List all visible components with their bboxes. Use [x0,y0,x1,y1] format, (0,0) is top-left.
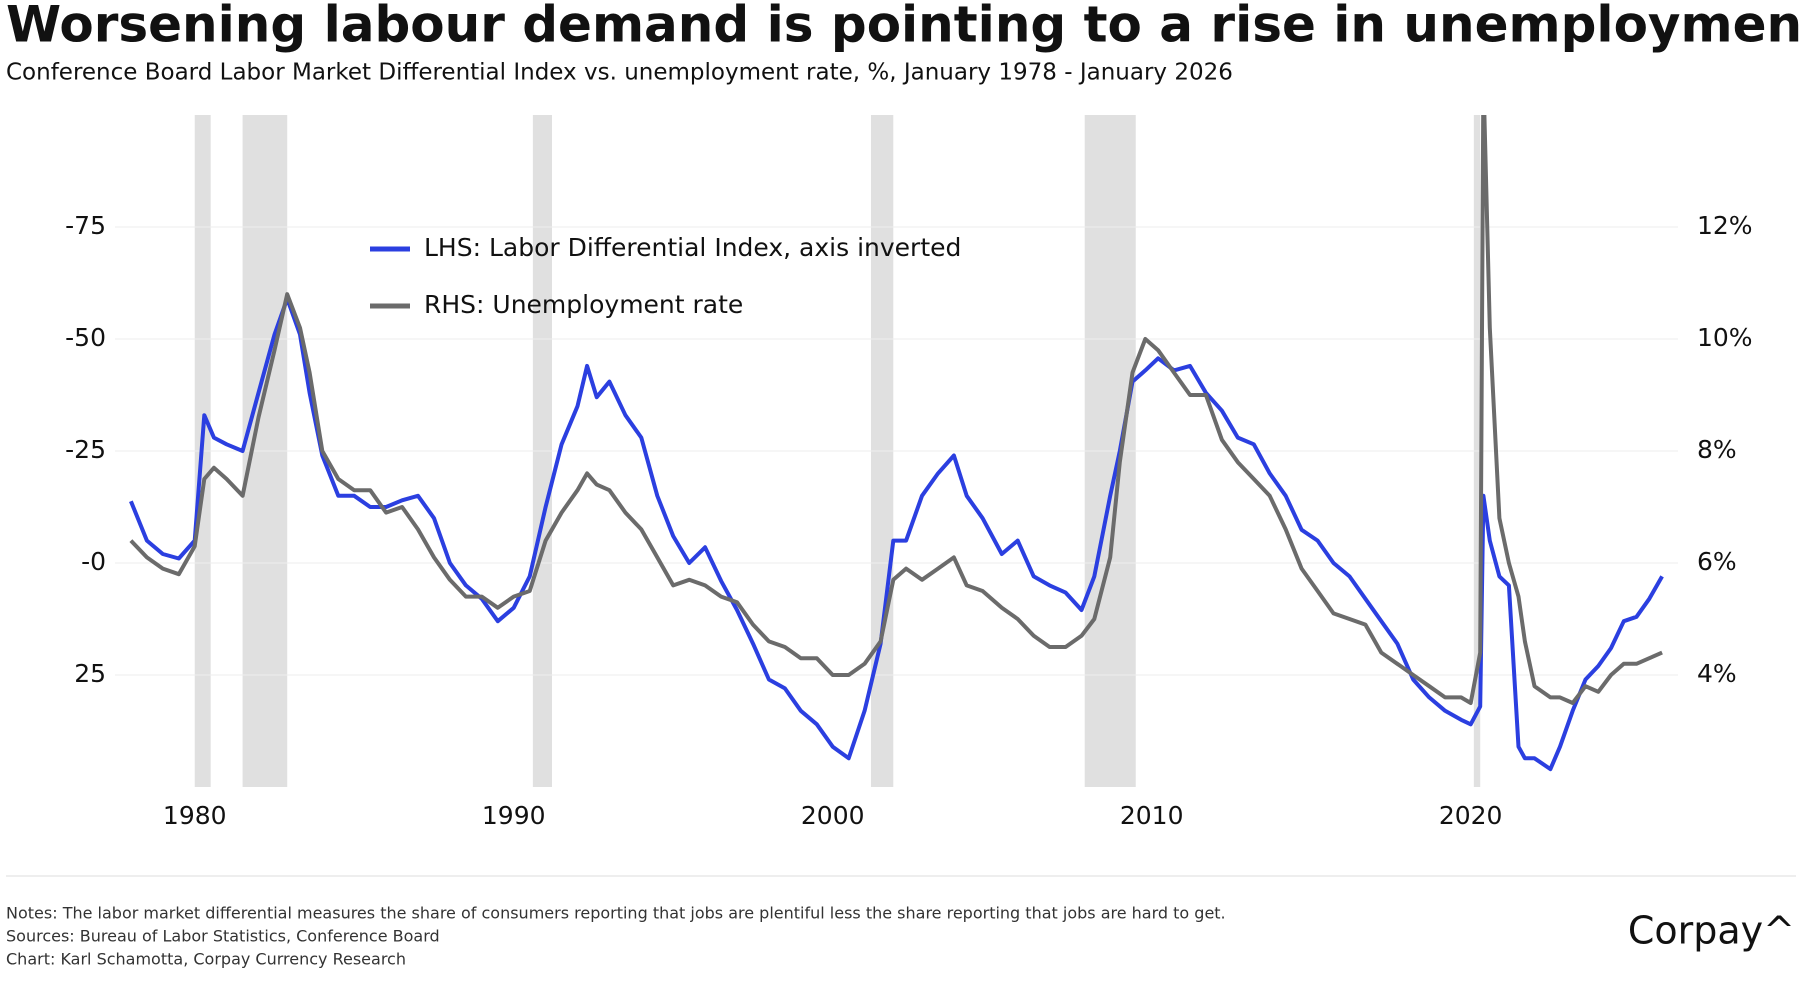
series-line [129,296,1664,772]
y2-tick-label: 6% [1697,547,1737,576]
y-tick-label: -0 [81,547,106,576]
x-tick-label: 1980 [163,801,227,830]
plot-lines [129,115,1664,772]
note: Sources: Bureau of Labor Statistics, Con… [6,927,440,946]
series-line [129,115,1663,705]
y-tick-label: -75 [65,211,106,240]
y2-tick-label: 4% [1697,659,1737,688]
x-tick-label: 2020 [1439,801,1503,830]
y-tick-label: -50 [65,323,106,352]
x-tick-label: 1990 [482,801,546,830]
legend-label: LHS: Labor Differential Index, axis inve… [424,233,961,262]
y-tick-label: -25 [65,435,106,464]
legend-label: RHS: Unemployment rate [424,290,743,319]
x-tick-label: 2010 [1120,801,1184,830]
note: Notes: The labor market differential mea… [6,904,1226,923]
plot-front: -75 -50 -25 -0 25 4% 6% 8% 10% 12% 1980 1990 2000 201… [65,211,1752,830]
chart-subtitle: Conference Board Labor Market Differenti… [6,60,1233,86]
note: Chart: Karl Schamotta, Corpay Currency R… [6,950,406,969]
x-tick-label: 2000 [801,801,865,830]
y2-tick-label: 8% [1697,435,1737,464]
logo: Corpay^ [1628,909,1795,953]
y-tick-label: 25 [74,659,106,688]
plot-back [115,115,1678,787]
y2-tick-label: 12% [1697,211,1753,240]
y2-tick-label: 10% [1697,323,1753,352]
chart-title: Worsening labour demand is pointing to a… [6,0,1802,54]
